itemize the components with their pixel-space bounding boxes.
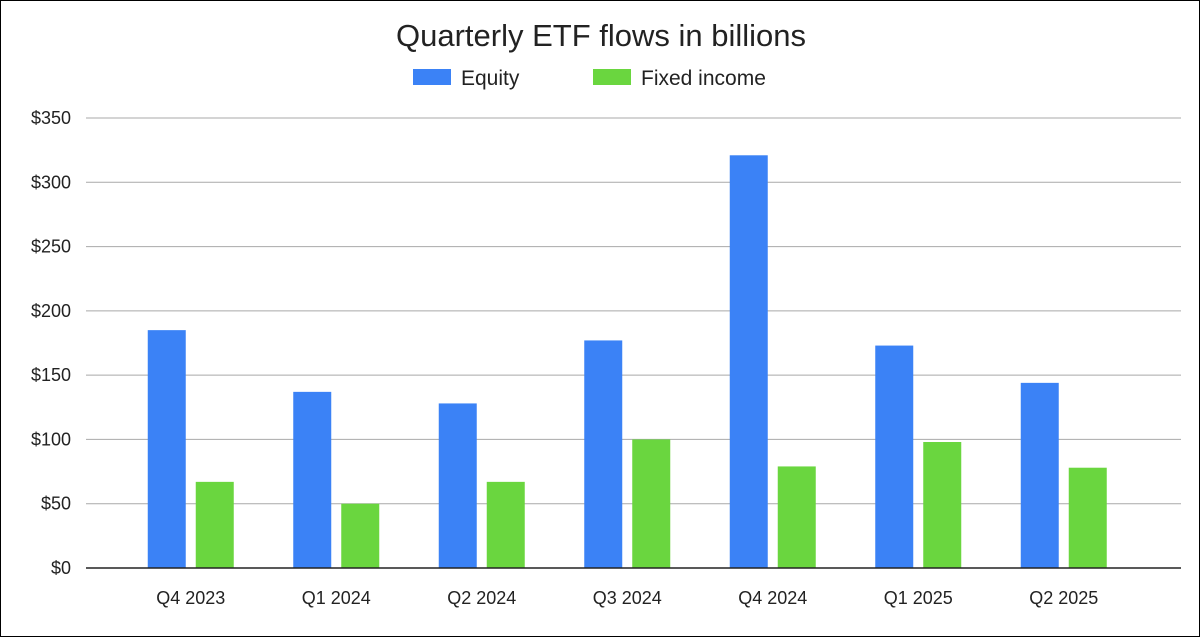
gridlines	[86, 117, 1181, 505]
bar-equity	[438, 403, 477, 568]
bar-fixed-income	[632, 439, 671, 568]
x-tick-label: Q3 2024	[593, 588, 662, 608]
legend: Equity Fixed income	[413, 67, 766, 90]
y-tick-label: $50	[41, 494, 71, 514]
legend-label-equity: Equity	[461, 67, 520, 90]
bar-fixed-income	[923, 442, 962, 568]
bar-fixed-income	[486, 481, 525, 568]
x-tick-label: Q2 2025	[1029, 588, 1098, 608]
legend-swatch-equity	[413, 69, 451, 85]
x-tick-label: Q1 2024	[302, 588, 371, 608]
bar-equity	[584, 340, 623, 568]
bar-equity	[293, 391, 332, 568]
bars	[147, 155, 1107, 569]
x-axis-ticks: Q4 2023 Q1 2024 Q2 2024 Q3 2024 Q4 2024 Q1 20…	[156, 588, 1098, 608]
bar-equity	[147, 330, 186, 568]
y-tick-label: $350	[31, 108, 71, 128]
bar-fixed-income	[341, 503, 380, 568]
bar-equity	[875, 345, 914, 568]
y-tick-label: $250	[31, 237, 71, 257]
x-tick-label: Q4 2024	[738, 588, 807, 608]
bar-fixed-income	[777, 466, 816, 568]
y-tick-label: $100	[31, 429, 71, 449]
x-tick-label: Q1 2025	[884, 588, 953, 608]
y-tick-label: $0	[51, 558, 71, 578]
bar-equity	[729, 155, 768, 569]
x-tick-label: Q2 2024	[447, 588, 516, 608]
y-axis-ticks: $0 $50 $100 $150 $200 $250 $300 $350	[31, 108, 71, 578]
legend-swatch-fixed-income	[593, 69, 631, 85]
x-tick-label: Q4 2023	[156, 588, 225, 608]
y-tick-label: $200	[31, 301, 71, 321]
y-tick-label: $300	[31, 172, 71, 192]
bar-fixed-income	[1068, 467, 1107, 568]
bar-fixed-income	[195, 481, 234, 568]
y-tick-label: $150	[31, 365, 71, 385]
bar-equity	[1020, 382, 1059, 568]
chart-title: Quarterly ETF flows in billions	[396, 18, 806, 53]
legend-label-fixed-income: Fixed income	[641, 67, 766, 90]
